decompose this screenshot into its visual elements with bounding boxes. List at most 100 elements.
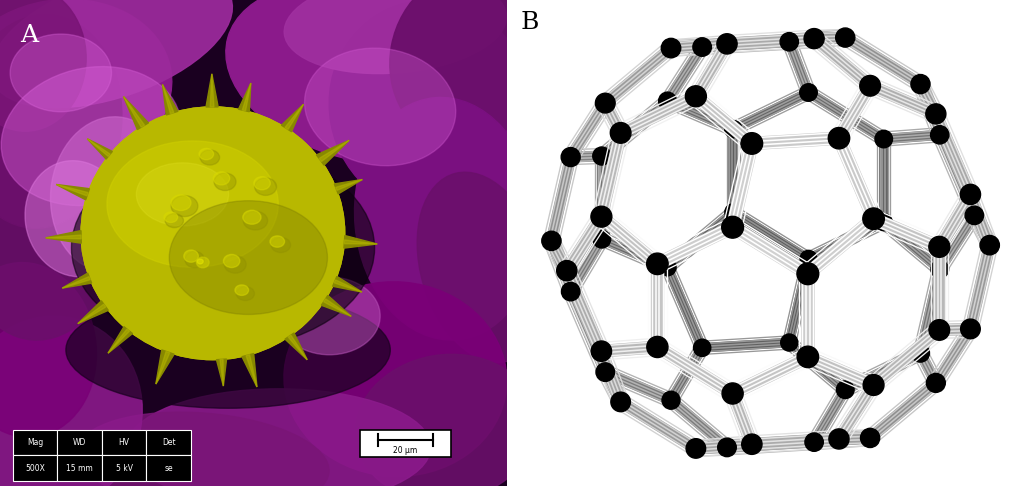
Ellipse shape (199, 148, 214, 160)
Circle shape (610, 122, 631, 143)
Polygon shape (334, 280, 361, 292)
Ellipse shape (10, 34, 112, 112)
Bar (101, 455, 146, 481)
Circle shape (741, 434, 762, 454)
Circle shape (659, 259, 676, 276)
Circle shape (780, 33, 799, 51)
Polygon shape (87, 139, 113, 159)
Polygon shape (46, 230, 81, 243)
Ellipse shape (0, 146, 117, 340)
Text: 5 kV: 5 kV (116, 464, 133, 472)
Circle shape (561, 282, 580, 301)
Bar (359, 430, 452, 457)
Ellipse shape (0, 0, 86, 131)
Circle shape (557, 260, 577, 281)
Ellipse shape (89, 115, 336, 351)
Circle shape (926, 104, 946, 124)
Ellipse shape (171, 195, 198, 217)
Polygon shape (242, 354, 257, 387)
Text: 500X: 500X (25, 464, 45, 472)
Text: se: se (165, 464, 173, 472)
Polygon shape (285, 333, 307, 360)
Ellipse shape (200, 218, 217, 235)
Circle shape (797, 346, 818, 367)
Bar (12, 430, 57, 455)
Polygon shape (78, 301, 109, 324)
Ellipse shape (354, 97, 538, 340)
Circle shape (780, 334, 798, 351)
Circle shape (662, 38, 681, 58)
Ellipse shape (213, 172, 229, 185)
Ellipse shape (243, 210, 261, 224)
Circle shape (837, 381, 854, 399)
Circle shape (693, 38, 712, 56)
Circle shape (911, 74, 930, 94)
Ellipse shape (185, 251, 205, 268)
Ellipse shape (226, 0, 504, 164)
Ellipse shape (77, 412, 329, 486)
Circle shape (725, 204, 741, 221)
Bar (57, 430, 101, 455)
Circle shape (911, 344, 930, 362)
Bar (146, 455, 191, 481)
Ellipse shape (157, 178, 262, 279)
Circle shape (860, 75, 881, 96)
Circle shape (646, 253, 668, 275)
Text: 20 μm: 20 μm (393, 446, 418, 455)
Polygon shape (285, 104, 303, 129)
Ellipse shape (270, 236, 285, 247)
Text: Mag: Mag (27, 438, 43, 447)
Ellipse shape (164, 212, 177, 223)
Polygon shape (344, 240, 377, 244)
Circle shape (722, 383, 743, 404)
Ellipse shape (0, 316, 142, 486)
Circle shape (591, 341, 611, 362)
Ellipse shape (355, 354, 537, 486)
Polygon shape (156, 351, 170, 384)
Ellipse shape (0, 15, 122, 228)
Ellipse shape (123, 147, 299, 315)
Ellipse shape (140, 162, 281, 297)
Ellipse shape (165, 214, 183, 227)
Ellipse shape (254, 177, 270, 190)
Polygon shape (163, 85, 178, 115)
Ellipse shape (106, 131, 317, 333)
Polygon shape (124, 97, 144, 127)
Circle shape (593, 230, 610, 248)
Polygon shape (344, 236, 377, 248)
Ellipse shape (50, 117, 172, 272)
Polygon shape (108, 329, 129, 353)
Ellipse shape (66, 292, 390, 408)
Circle shape (876, 213, 892, 231)
Circle shape (658, 92, 677, 110)
Ellipse shape (224, 256, 246, 273)
Ellipse shape (0, 0, 232, 108)
Circle shape (800, 250, 817, 267)
Ellipse shape (223, 255, 240, 267)
Ellipse shape (198, 259, 203, 264)
Ellipse shape (304, 48, 456, 166)
Ellipse shape (271, 237, 291, 253)
Polygon shape (319, 140, 349, 161)
Bar (12, 455, 57, 481)
Polygon shape (108, 327, 132, 353)
Circle shape (927, 373, 945, 392)
Ellipse shape (214, 173, 236, 191)
Ellipse shape (190, 210, 226, 244)
Ellipse shape (182, 202, 236, 253)
Ellipse shape (98, 123, 327, 342)
Circle shape (595, 93, 615, 113)
Polygon shape (206, 74, 218, 107)
Ellipse shape (174, 194, 245, 261)
Circle shape (722, 216, 743, 238)
Circle shape (836, 28, 855, 47)
Ellipse shape (244, 211, 267, 230)
Circle shape (593, 147, 611, 165)
Circle shape (860, 428, 880, 448)
Ellipse shape (81, 107, 345, 360)
Text: A: A (20, 24, 39, 47)
Circle shape (542, 231, 561, 250)
Polygon shape (324, 299, 351, 316)
Circle shape (980, 235, 999, 255)
Circle shape (931, 260, 948, 278)
